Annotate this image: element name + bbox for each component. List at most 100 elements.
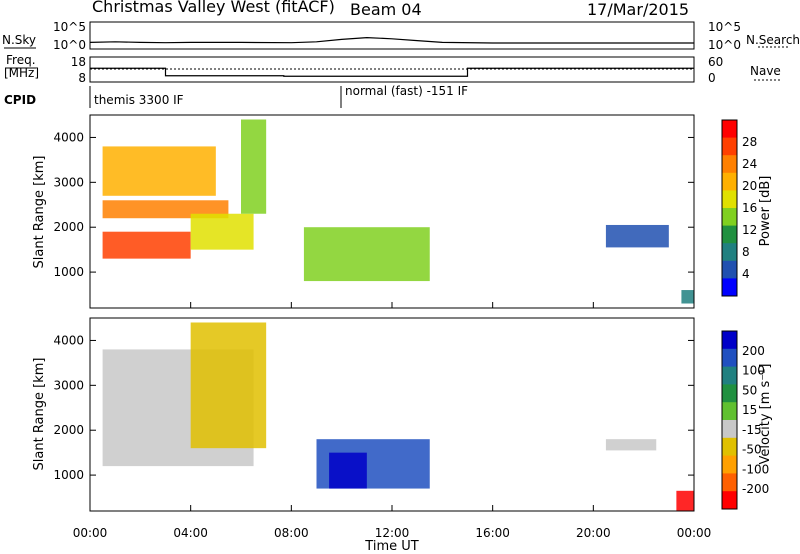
velocity-ytick-label: 1000	[53, 468, 84, 482]
power-region-2	[102, 231, 191, 259]
power-colorbar-tick: 16	[742, 201, 757, 215]
velocity-colorbar-tick: 15	[742, 403, 757, 417]
power-colorbar-swatch	[722, 278, 737, 297]
velocity-colorbar-swatch	[722, 420, 737, 439]
x-tick-label: 12:00	[375, 526, 410, 540]
power-colorbar-swatch	[722, 208, 737, 227]
velocity-colorbar-tick: 50	[742, 383, 757, 397]
velocity-colorbar-tick: 200	[742, 344, 765, 358]
velocity-ytick-label: 2000	[53, 423, 84, 437]
power-colorbar-swatch	[722, 243, 737, 262]
x-tick-label: 16:00	[475, 526, 510, 540]
power-ytick-label: 4000	[53, 130, 84, 144]
x-tick-label: 00:00	[73, 526, 108, 540]
frequency-panel: Freq. [MHz] Nave 18 8 60 0	[4, 53, 781, 85]
power-region-4	[241, 119, 267, 214]
x-tick-label: 04:00	[173, 526, 208, 540]
power-colorbar-frame	[721, 119, 738, 297]
velocity-colorbar-tick: -100	[742, 462, 769, 476]
power-ytick-label: 2000	[53, 220, 84, 234]
power-colorbar-tick: 8	[742, 245, 750, 259]
x-tick-label: 00:00	[677, 526, 712, 540]
velocity-colorbar-swatch	[722, 348, 737, 368]
velocity-y-ticks: 1000 2000 3000 4000	[53, 333, 694, 482]
velocity-ytick-label: 3000	[53, 378, 84, 392]
power-ytick-label: 1000	[53, 265, 84, 279]
x-axis-ticks: 00:00 04:00 08:00 12:00 16:00 20:00 00:00	[73, 302, 712, 540]
velocity-colorbar-swatch	[722, 473, 737, 492]
beam-label: Beam 04	[350, 0, 422, 19]
x-axis-title: Time UT	[364, 539, 418, 554]
power-colorbar-tick: 4	[742, 267, 750, 281]
power-colorbar-swatch	[722, 120, 737, 139]
noise-left-tick-bottom: 10^0	[53, 38, 86, 52]
nsearch-label: N.Search	[746, 33, 800, 47]
power-colorbar-tick: 24	[742, 157, 757, 171]
power-panel: 1000 2000 3000 4000 Slant Range [km]	[32, 114, 695, 309]
power-colorbar-tick: 28	[742, 135, 757, 149]
power-colorbar-swatch	[722, 137, 737, 156]
freq-left-tick-top: 18	[71, 55, 86, 69]
noise-right-tick-top: 10^5	[708, 20, 741, 34]
velocity-colorbar-swatch	[722, 384, 737, 403]
power-colorbar-label: Power [dB]	[758, 176, 773, 247]
figure-title: Christmas Valley West (fitACF)	[92, 0, 335, 16]
velocity-colorbar-label: Velocity [m s⁻¹]	[758, 364, 773, 465]
velocity-ylabel: Slant Range [km]	[32, 358, 47, 471]
velocity-colorbar-swatch	[722, 331, 737, 350]
x-tick-label: 08:00	[274, 526, 309, 540]
power-region-5	[303, 227, 430, 282]
noise-left-tick-top: 10^5	[53, 20, 86, 34]
velocity-colorbar-swatch	[722, 402, 737, 421]
power-colorbar-swatch	[722, 260, 737, 279]
noise-panel-frame	[89, 21, 695, 50]
power-region-7	[681, 290, 694, 304]
power-colorbar-tick: 12	[742, 223, 757, 237]
freq-right-tick-bottom: 0	[708, 71, 716, 85]
velocity-colorbar-swatch	[722, 437, 737, 457]
velocity-region-1	[190, 322, 267, 449]
velocity-region-5	[676, 490, 694, 511]
velocity-region-4	[605, 439, 657, 451]
velocity-colorbar-tick: -15	[742, 423, 762, 437]
power-region-6	[605, 224, 669, 248]
cpid-label: CPID	[4, 93, 36, 107]
freq-right-tick-top: 60	[708, 55, 723, 69]
velocity-ytick-label: 4000	[53, 333, 84, 347]
freq-left-tick-bottom: 8	[78, 71, 86, 85]
power-y-ticks: 1000 2000 3000 4000	[53, 130, 694, 279]
noise-panel: N.Sky N.Search 10^5 10^0 10^5 10^0	[2, 20, 800, 52]
cpid-strip: CPID themis 3300 IF normal (fast) -151 I…	[4, 84, 468, 108]
velocity-colorbar-tick: -50	[742, 443, 762, 457]
power-colorbar-swatch	[722, 172, 737, 191]
velocity-region-3	[329, 452, 367, 489]
power-colorbar-tick: 20	[742, 179, 757, 193]
velocity-panel: 1000 2000 3000 4000 Slant Range [km]	[32, 317, 695, 512]
power-data-layer	[102, 119, 694, 304]
power-colorbar-swatch	[722, 190, 737, 209]
power-colorbar-swatch	[722, 225, 737, 244]
power-region-0	[102, 146, 216, 196]
velocity-colorbar-swatch	[722, 366, 737, 385]
freq-label-line1: Freq.	[6, 53, 36, 67]
velocity-colorbar-frame	[721, 330, 738, 510]
noise-right-tick-bottom: 10^0	[708, 38, 741, 52]
cpid-segment-2: normal (fast) -151 IF	[345, 84, 468, 98]
noise-series-line	[89, 36, 694, 44]
velocity-colorbar-swatch	[722, 491, 737, 510]
power-region-3	[190, 213, 254, 250]
power-ylabel: Slant Range [km]	[32, 156, 47, 269]
freq-label-line2: [MHz]	[4, 66, 39, 80]
frequency-series-line	[90, 67, 694, 77]
date-label: 17/Mar/2015	[587, 0, 689, 19]
velocity-colorbar: Velocity [m s⁻¹] 200 100 50 15 -15 -50 -100 -20…	[721, 330, 773, 510]
cpid-segment-1: themis 3300 IF	[94, 93, 184, 107]
power-ytick-label: 3000	[53, 175, 84, 189]
velocity-data-layer	[102, 322, 694, 511]
nave-label: Nave	[750, 64, 781, 78]
nsky-label: N.Sky	[2, 33, 36, 47]
x-tick-label: 20:00	[576, 526, 611, 540]
velocity-colorbar-tick: -200	[742, 482, 769, 496]
velocity-colorbar-tick: 100	[742, 364, 765, 378]
